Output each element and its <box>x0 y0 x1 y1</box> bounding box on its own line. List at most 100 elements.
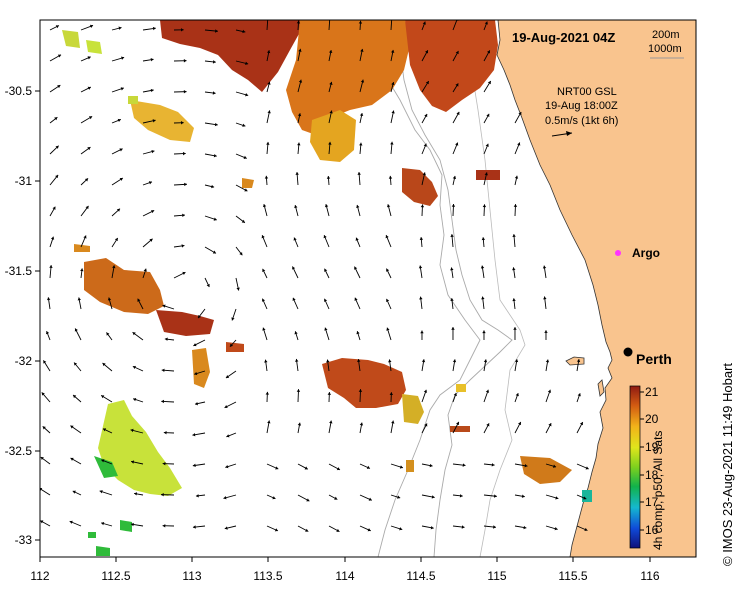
current-arrow-icon <box>543 296 547 310</box>
current-arrow-icon <box>229 339 237 348</box>
argo-float-icon <box>615 250 621 256</box>
current-arrow-icon <box>326 359 330 372</box>
current-arrow-icon <box>421 21 426 31</box>
current-arrow-icon <box>194 370 206 376</box>
current-arrow-icon <box>111 148 123 155</box>
current-arrow-icon <box>192 525 206 529</box>
current-arrow-icon <box>359 463 371 469</box>
current-arrow-icon <box>204 122 218 127</box>
current-arrow-icon <box>483 494 497 498</box>
perth-marker-icon <box>623 347 633 357</box>
x-tick-label: 115.5 <box>558 569 587 583</box>
current-arrow-icon <box>226 432 237 438</box>
current-arrow-icon <box>195 494 206 498</box>
current-arrow-icon <box>266 50 271 62</box>
current-arrow-icon <box>49 265 53 279</box>
y-tick-label: -32.5 <box>5 444 33 458</box>
current-arrow-icon <box>452 83 459 93</box>
current-arrow-icon <box>452 421 460 434</box>
current-arrow-icon <box>294 331 299 341</box>
current-arrow-icon <box>49 54 62 62</box>
current-arrow-icon <box>162 304 175 310</box>
current-arrow-icon <box>514 142 521 155</box>
current-arrow-icon <box>323 298 330 310</box>
current-arrow-icon <box>80 24 94 31</box>
perth-label: Perth <box>636 351 672 367</box>
current-arrow-icon <box>297 113 302 124</box>
current-arrow-icon <box>483 172 488 186</box>
current-arrow-icon <box>323 234 330 248</box>
current-arrow-icon <box>204 184 215 189</box>
current-arrow-icon <box>545 463 557 468</box>
contour-200m <box>397 20 513 557</box>
current-arrow-icon <box>514 494 525 498</box>
current-arrow-icon <box>70 425 82 434</box>
contour-1000m <box>329 20 481 557</box>
current-arrow-icon <box>421 423 428 434</box>
current-arrow-icon <box>235 184 248 192</box>
current-arrow-icon <box>324 268 330 279</box>
current-arrow-icon <box>111 26 122 31</box>
y-tick-label: -31.5 <box>5 264 33 278</box>
current-arrow-icon <box>137 298 144 310</box>
current-arrow-icon <box>49 25 60 31</box>
current-arrow-icon <box>514 359 519 372</box>
current-arrow-icon <box>483 463 495 467</box>
current-arrow-icon <box>421 389 428 403</box>
current-arrow-icon <box>235 60 249 65</box>
current-arrow-icon <box>111 87 124 93</box>
current-arrow-icon <box>292 266 299 279</box>
current-arrow-icon <box>130 460 144 465</box>
current-arrow-icon <box>359 525 371 532</box>
current-arrow-icon <box>512 234 516 248</box>
current-arrow-icon <box>576 421 584 434</box>
current-arrow-icon <box>359 142 363 155</box>
current-arrow-icon <box>390 110 395 124</box>
current-arrow-icon <box>386 268 392 279</box>
current-arrow-icon <box>266 420 271 434</box>
current-arrow-icon <box>132 365 144 372</box>
current-arrow-icon <box>576 463 589 470</box>
rottnest-island <box>565 356 585 366</box>
current-arrow-icon <box>386 327 392 341</box>
current-arrow-icon <box>262 203 268 217</box>
current-arrow-icon <box>142 149 155 155</box>
current-arrow-icon <box>111 237 119 248</box>
current-arrow-icon <box>514 525 527 530</box>
current-arrow-icon <box>265 391 270 403</box>
current-arrow-icon <box>173 89 187 94</box>
current-arrow-icon <box>452 175 457 186</box>
current-arrow-icon <box>513 327 517 341</box>
scale-arrow-icon <box>551 131 573 137</box>
current-arrow-icon <box>328 463 341 471</box>
current-arrow-icon <box>421 525 434 530</box>
current-arrow-icon <box>132 331 144 341</box>
current-arrow-icon <box>295 358 299 372</box>
current-arrow-icon <box>324 204 330 217</box>
current-arrow-icon <box>483 389 490 403</box>
current-arrow-icon <box>576 359 581 372</box>
x-tick-label: 112.5 <box>101 569 130 583</box>
current-arrow-icon <box>80 178 89 186</box>
current-arrow-icon <box>544 330 548 341</box>
current-arrow-icon <box>450 298 454 310</box>
current-arrow-icon <box>194 401 206 406</box>
current-arrow-icon <box>49 174 59 186</box>
colorbar-label: 4h comp, p50, All Sats <box>651 431 665 550</box>
current-arrow-icon <box>130 522 144 527</box>
current-arrow-icon <box>390 49 395 62</box>
x-tick-label: 114.5 <box>406 569 435 583</box>
current-arrow-icon <box>483 80 492 93</box>
current-arrow-icon <box>235 91 249 97</box>
current-arrow-icon <box>297 494 310 502</box>
current-arrow-icon <box>390 494 401 499</box>
current-arrow-icon <box>204 91 216 95</box>
current-arrow-icon <box>204 246 217 254</box>
colorbar-tick-label: 16 <box>645 523 659 537</box>
current-arrow-icon <box>514 111 522 124</box>
current-arrow-icon <box>142 88 154 93</box>
current-arrow-icon <box>224 401 237 409</box>
current-arrow-icon <box>328 110 333 124</box>
current-arrow-icon <box>483 423 490 434</box>
current-arrow-icon <box>162 461 175 466</box>
